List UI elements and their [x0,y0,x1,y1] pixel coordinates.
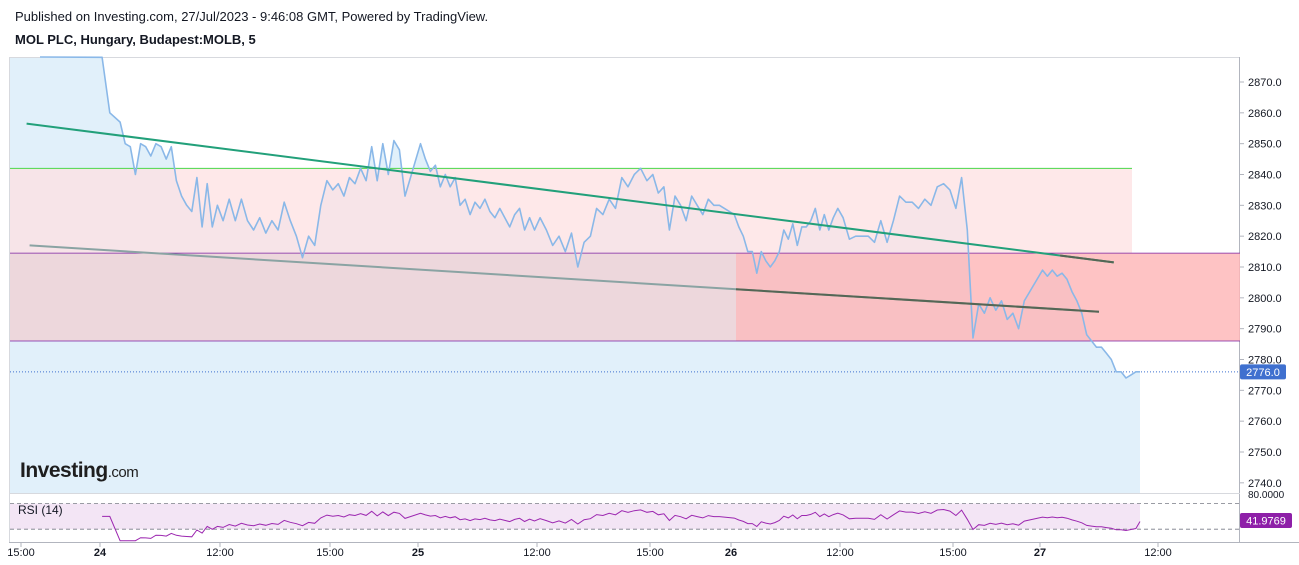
area-layer [10,57,1140,493]
trend-layer [26,122,1114,313]
investing-logo: Investing.com [20,459,139,482]
zone-lower-right [736,253,1240,341]
symbol-title: MOL PLC, Hungary, Budapest:MOLB, 5 [15,32,256,47]
time-tick-label: 12:00 [1144,547,1172,559]
time-axis: 15:00 24 12:00 15:00 25 12:00 15:00 26 12:00 15:0… [7,543,1172,559]
price-layer [39,56,1141,379]
time-tick-label: 12:00 [206,547,234,559]
price-tick-label: 2770.0 [1248,385,1282,397]
price-tick-label: 2760.0 [1248,416,1282,428]
time-tick-label: 27 [1034,547,1046,559]
rsi-title: RSI (14) [18,503,63,517]
price-tick-label: 2820.0 [1248,231,1282,243]
publish-line: Published on Investing.com, 27/Jul/2023 … [15,9,489,24]
time-tick-label: 25 [412,547,424,559]
rsi-value-tag: 41.9769 [1240,513,1292,528]
price-tick-label: 2870.0 [1248,77,1282,89]
rsi-band-fill [10,503,1140,530]
price-tick-label: 2800.0 [1248,293,1282,305]
upper-trendline [26,122,1114,264]
price-tick-label: 2790.0 [1248,324,1282,336]
price-tick-label: 2750.0 [1248,447,1282,459]
price-tick-label: 2840.0 [1248,169,1282,181]
price-area [40,57,1140,493]
time-tick-label: 12:00 [523,547,551,559]
price-tick-label: 2830.0 [1248,200,1282,212]
svg-text:Investing.com: Investing.com [20,459,138,482]
price-tick-label: 2850.0 [1248,139,1282,151]
zones-layer [10,167,1240,373]
time-tick-label: 15:00 [316,547,344,559]
rsi-value-label: 41.9769 [1246,516,1286,528]
lower-trendline-right [735,288,1100,313]
price-tick-label: 2860.0 [1248,108,1282,120]
logo-main-text: Investing [20,459,108,482]
logo-suffix-text: .com [108,464,139,481]
last-price-tag: 2776.0 [1240,364,1286,380]
time-tick-label: 15:00 [636,547,664,559]
rsi-axis-tick: 80.0000 [1248,490,1285,501]
time-tick-label: 15:00 [939,547,967,559]
time-tick-label: 12:00 [826,547,854,559]
last-price-label: 2776.0 [1246,367,1280,379]
price-tick-label: 2810.0 [1248,262,1282,274]
time-tick-label: 26 [725,547,737,559]
time-tick-label: 24 [94,547,107,559]
rsi-line [102,508,1141,542]
upper-trendline-right [1059,254,1114,264]
price-tick-label: 2740.0 [1248,478,1282,490]
price-line [39,56,1141,379]
rsi-layer [10,503,1240,542]
price-axis: 2870.0 2860.0 2850.0 2840.0 2830.0 2820.0 2810… [1240,77,1282,490]
zone-upper [10,168,1132,254]
time-tick-label: 15:00 [7,547,35,559]
price-tick-label: 2780.0 [1248,354,1282,366]
